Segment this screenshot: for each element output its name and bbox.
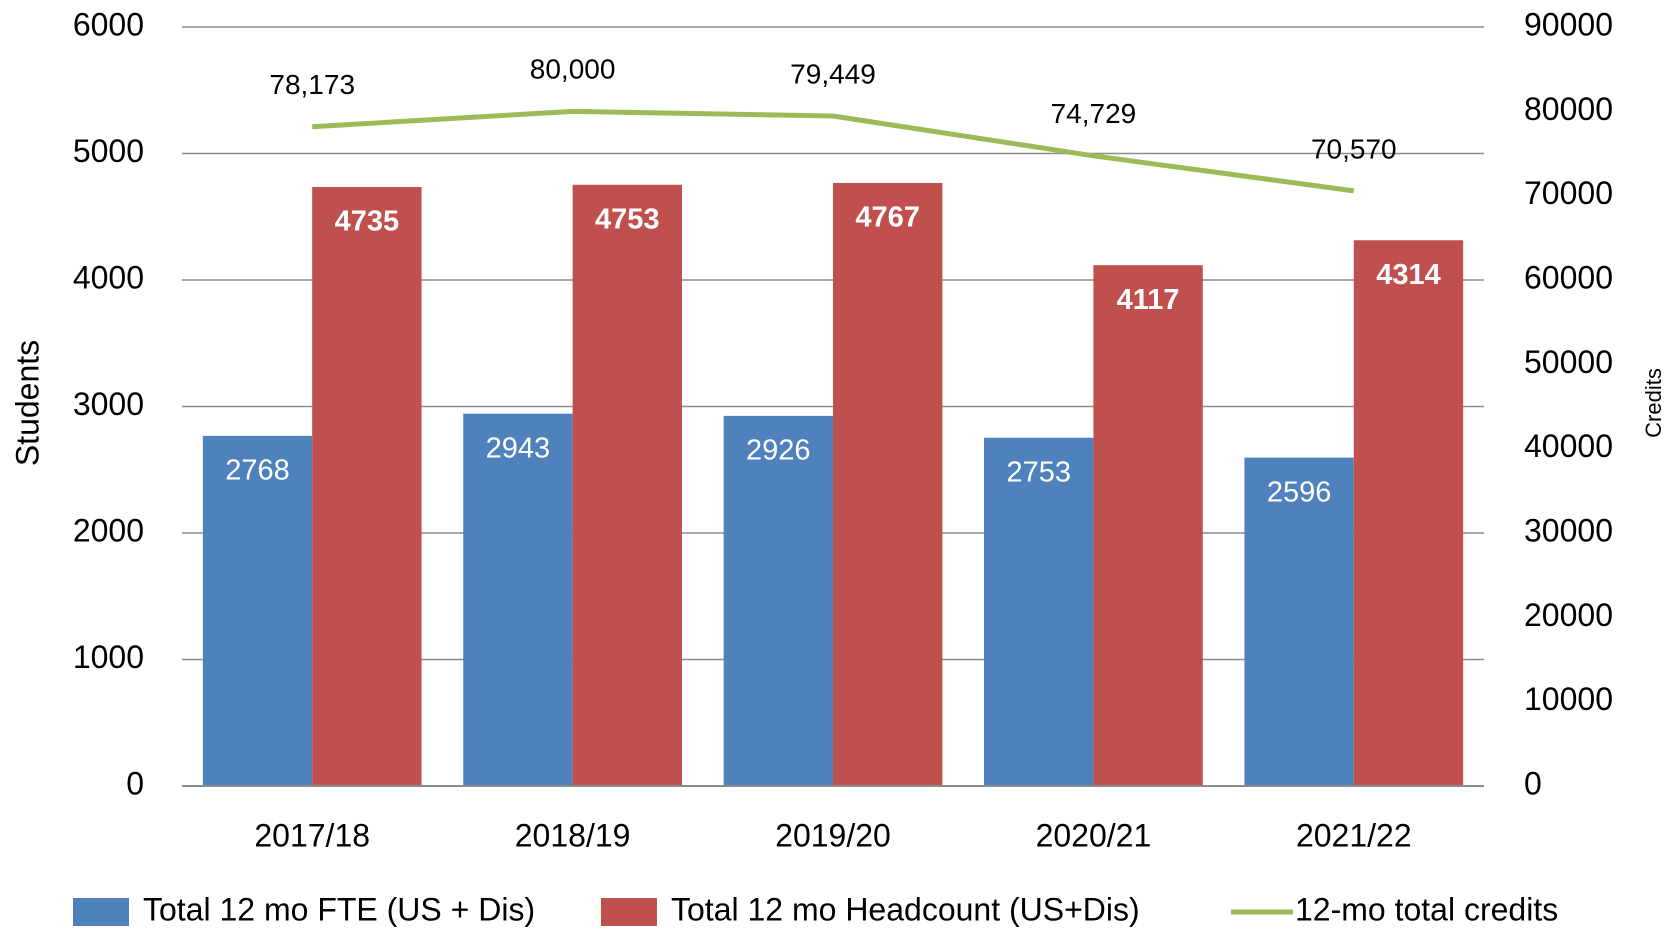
bar	[1353, 240, 1464, 787]
bar	[463, 413, 573, 786]
data-label: 2768	[225, 455, 290, 487]
data-label: 2943	[486, 432, 551, 464]
y2-tick-label: 10000	[1524, 681, 1613, 717]
legend-swatch	[73, 898, 129, 926]
y-tick-label: 0	[126, 765, 144, 801]
line	[312, 108, 1355, 194]
data-label: 78,173	[269, 69, 355, 100]
y2-tick-label: 30000	[1524, 512, 1613, 548]
x-tick-label: 2020/21	[1036, 817, 1152, 853]
y2-tick-label: 80000	[1524, 91, 1613, 127]
legend-swatch	[601, 898, 657, 926]
bar	[312, 187, 422, 786]
y2-tick-label: 0	[1524, 765, 1542, 801]
y2-axis-title: Credits	[1641, 368, 1666, 438]
bar	[833, 182, 943, 787]
data-label: 80,000	[530, 54, 616, 85]
data-label: 4314	[1376, 259, 1441, 291]
data-label: 4767	[855, 202, 920, 234]
data-label: 4753	[595, 203, 660, 235]
x-tick-label: 2017/18	[254, 817, 370, 853]
x-tick-label: 2018/19	[515, 817, 631, 853]
y2-tick-label: 90000	[1524, 6, 1613, 42]
legend-label: 12-mo total credits	[1295, 891, 1558, 927]
data-label: 2753	[1006, 456, 1071, 488]
x-tick-label: 2019/20	[775, 817, 891, 853]
legend-label: Total 12 mo FTE (US + Dis)	[143, 891, 535, 927]
y-tick-label: 2000	[73, 512, 144, 548]
y-tick-label: 6000	[73, 6, 144, 42]
y-tick-label: 5000	[73, 133, 144, 169]
bar	[202, 435, 313, 786]
bar	[572, 184, 682, 787]
y-tick-label: 3000	[73, 386, 144, 422]
data-label: 4735	[335, 206, 400, 238]
legend-label: Total 12 mo Headcount (US+Dis)	[671, 891, 1140, 927]
data-label: 74,729	[1051, 98, 1137, 129]
y2-tick-label: 40000	[1524, 428, 1613, 464]
y2-tick-label: 60000	[1524, 259, 1613, 295]
bar	[984, 437, 1094, 786]
bar	[1093, 265, 1203, 787]
data-label: 2926	[746, 435, 811, 467]
data-label: 70,570	[1311, 133, 1397, 164]
y2-tick-label: 50000	[1524, 344, 1613, 380]
x-tick-label: 2021/22	[1296, 817, 1412, 853]
bar	[1244, 457, 1354, 786]
y-tick-label: 1000	[73, 639, 144, 675]
data-label: 4117	[1117, 284, 1180, 316]
y-axis-title: Students	[9, 340, 45, 466]
y-tick-label: 4000	[73, 259, 144, 295]
data-label: 2596	[1267, 476, 1332, 508]
data-label: 79,449	[790, 58, 876, 89]
bar	[723, 415, 833, 786]
y2-tick-label: 70000	[1524, 175, 1613, 211]
y2-tick-label: 20000	[1524, 597, 1613, 633]
